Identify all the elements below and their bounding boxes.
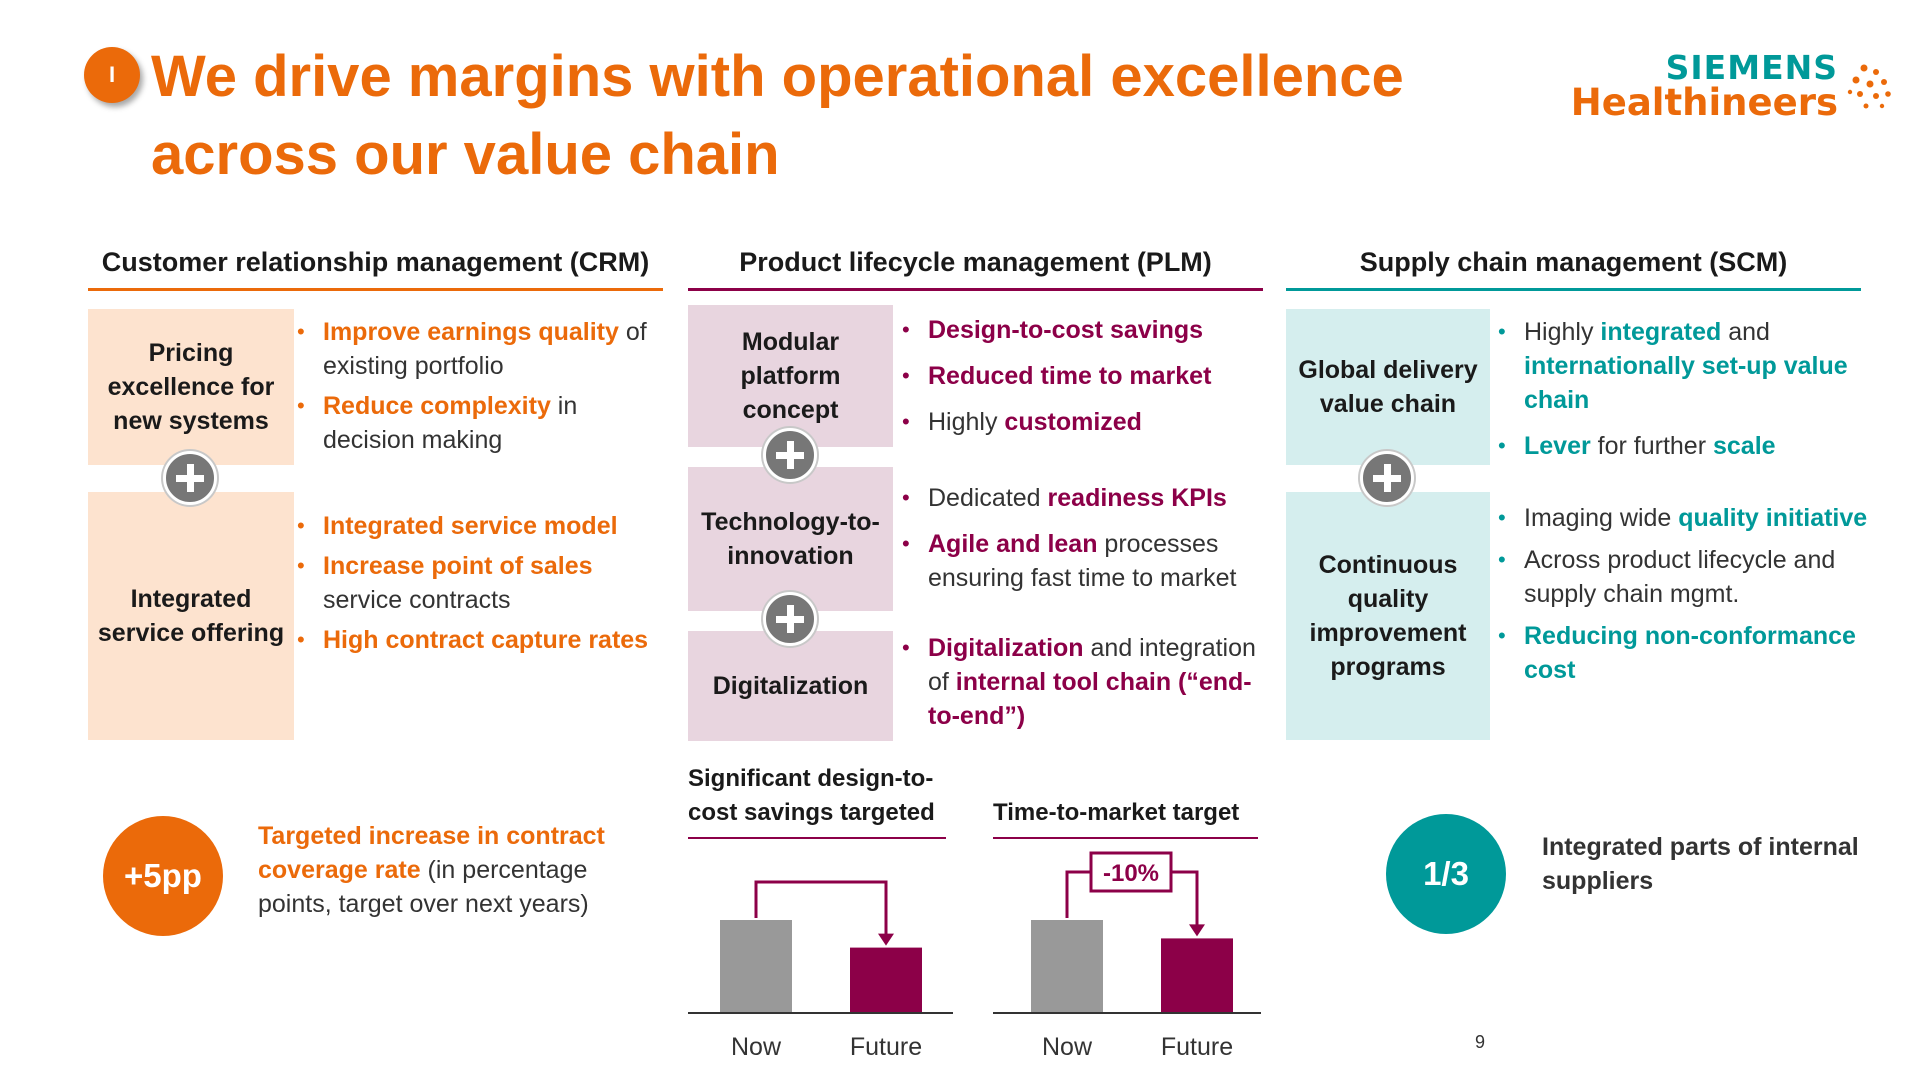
crm-bullets-2: Integrated service model Increase point … (293, 509, 673, 663)
list-item: Highly integrated and internationally se… (1494, 315, 1884, 417)
arrow-head-icon (878, 933, 894, 946)
reduction-arrow-right (1171, 870, 1199, 927)
logo-dots-icon (1847, 64, 1891, 109)
crm-pricing-box: Pricing excellence for new systems (88, 309, 294, 465)
scm-bullets-2: Imaging wide quality initiative Across p… (1494, 501, 1884, 693)
chart1-svg: Now Future (688, 880, 953, 1061)
scm-kpi-text: Integrated parts of internal suppliers (1542, 833, 1859, 895)
list-item: Dedicated readiness KPIs (898, 481, 1278, 515)
plm-bullets-1: Design-to-cost savings Reduced time to m… (898, 313, 1278, 445)
plus-icon (163, 451, 217, 505)
crm-kpi-circle: +5pp (103, 816, 223, 936)
list-item: Design-to-cost savings (898, 313, 1278, 347)
reduction-arrow (754, 880, 888, 936)
list-item: Improve earnings quality of existing por… (293, 315, 673, 383)
scm-bullets-1: Highly integrated and internationally se… (1494, 315, 1884, 469)
plm-digitalization-box: Digitalization (688, 631, 893, 741)
plm-bullets-3: Digitalization and integration of intern… (898, 631, 1278, 739)
list-item: Increase point of sales service contract… (293, 549, 673, 617)
crm-heading-rule (88, 288, 663, 291)
logo-healthineers-text: Healthineers (1570, 81, 1838, 124)
list-item: Integrated service model (293, 509, 673, 543)
plus-icon (763, 592, 817, 646)
list-item: Reducing non-conformance cost (1494, 619, 1884, 687)
list-item: High contract capture rates (293, 623, 673, 657)
page-title: We drive margins with operational excell… (151, 44, 1404, 187)
logo-siemens-text: SIEMENS (1665, 48, 1838, 87)
company-logo: SIEMENS Healthineers (1571, 46, 1898, 126)
tick-label-future: Future (850, 1033, 922, 1061)
list-item: Across product lifecycle and supply chai… (1494, 543, 1884, 611)
annotation-box (1089, 851, 1173, 893)
page-number: 9 (1475, 1032, 1486, 1052)
scm-heading-rule (1286, 288, 1861, 291)
list-item: Highly customized (898, 405, 1278, 439)
crm-service-box: Integrated service offering (88, 492, 294, 740)
bar-now (720, 920, 792, 1012)
plm-bullets-2: Dedicated readiness KPIs Agile and lean … (898, 481, 1278, 601)
scm-kpi-circle: 1/3 (1386, 814, 1506, 934)
tick-label-future: Future (1161, 1033, 1233, 1061)
crm-bullets-1: Improve earnings quality of existing por… (293, 315, 673, 463)
crm-kpi-text: Targeted increase in contract coverage r… (258, 822, 605, 918)
annotation-label: -10% (1103, 860, 1159, 887)
list-item: Reduce complexity in decision making (293, 389, 673, 457)
tick-label-now: Now (1042, 1033, 1093, 1061)
scm-quality-box: Continuous quality improvement programs (1286, 492, 1490, 740)
plm-modular-box: Modular platform concept (688, 305, 893, 447)
section-badge: I (84, 47, 140, 103)
arrow-head-icon (1189, 924, 1205, 937)
plm-heading: Product lifecycle management (PLM) (739, 247, 1212, 277)
scm-heading: Supply chain management (SCM) (1359, 247, 1788, 277)
crm-heading: Customer relationship management (CRM) (101, 247, 650, 277)
list-item: Lever for further scale (1494, 429, 1884, 463)
plus-icon (763, 428, 817, 482)
reduction-arrow-left (1065, 870, 1091, 918)
bar-now (1031, 920, 1103, 1012)
bar-future (1161, 938, 1233, 1012)
chart1-title: Significant design-to- cost savings targ… (688, 765, 935, 826)
plm-heading-rule (688, 288, 1263, 291)
scm-global-box: Global delivery value chain (1286, 309, 1490, 465)
bar-future (850, 947, 922, 1012)
chart2-title-rule (993, 837, 1258, 839)
plus-icon (1360, 451, 1414, 505)
list-item: Digitalization and integration of intern… (898, 631, 1278, 733)
plm-technology-box: Technology-to-innovation (688, 467, 893, 611)
chart2-title: Time-to-market target (993, 799, 1240, 826)
list-item: Imaging wide quality initiative (1494, 501, 1884, 535)
chart1-title-rule (688, 837, 946, 839)
list-item: Reduced time to market (898, 359, 1278, 393)
tick-label-now: Now (731, 1033, 782, 1061)
chart2-svg: Now Future -10% (993, 851, 1261, 1061)
list-item: Agile and lean processes ensuring fast t… (898, 527, 1278, 595)
